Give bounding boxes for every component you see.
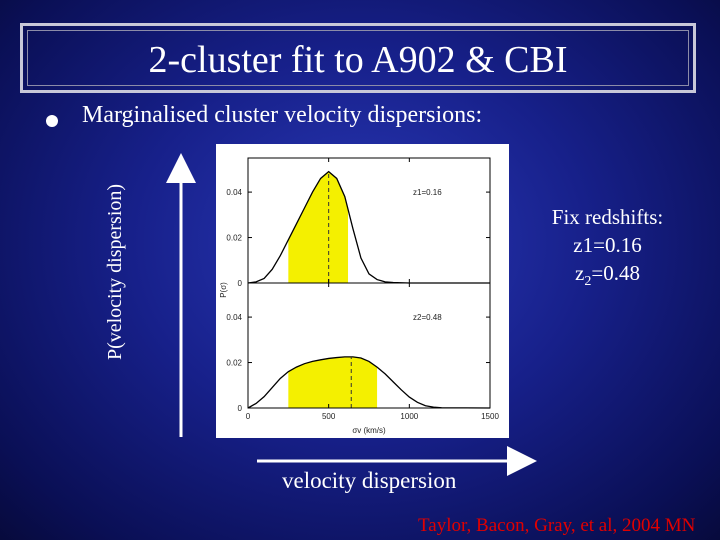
series-line-2 [247, 356, 491, 409]
slide-title: 2-cluster fit to A902 & CBI [148, 39, 568, 81]
panel-label: z2=0.48 [413, 313, 442, 322]
y-tick-label: 0.04 [226, 188, 242, 197]
x-tick-label: 0 [246, 412, 251, 421]
side-note-z: z [575, 261, 585, 285]
x-tick-label: 500 [322, 412, 336, 421]
citation: Taylor, Bacon, Gray, et al, 2004 MN [418, 515, 696, 536]
bullet-text: Marginalised cluster velocity dispersion… [82, 102, 483, 128]
inner-x-axis-label: σv (km/s) [352, 426, 386, 435]
series-line-1 [247, 170, 490, 284]
shaded-interval-1 [288, 171, 349, 283]
panel-label: z1=0.16 [413, 188, 442, 197]
title-box-inner: 2-cluster fit to A902 & CBI [27, 30, 689, 86]
y-tick-label: 0 [238, 404, 243, 413]
panel-frame-2 [247, 282, 491, 409]
x-tick-label: 1500 [481, 412, 499, 421]
x-axis-label: velocity dispersion [282, 468, 457, 493]
side-note-value: =0.48 [591, 261, 640, 285]
title-box: 2-cluster fit to A902 & CBI [20, 23, 696, 93]
side-note-sub: 2 [584, 274, 592, 290]
side-note-line3: z2=0.48 [550, 259, 665, 296]
y-tick-label: 0.04 [226, 313, 242, 322]
y-tick-label: 0.02 [226, 359, 242, 368]
inner-y-axis-label: P(σ) [219, 282, 228, 298]
side-note: Fix redshifts: z1=0.16 z2=0.48 [550, 203, 665, 296]
shaded-interval-2 [288, 356, 378, 408]
y-tick-label: 0.02 [226, 234, 242, 243]
chart-panels: 0 0.02 0.04 z1=0.16 0 0.02 0.04 0 500 1000 1500 z2=… [219, 157, 499, 435]
side-note-line1: Fix redshifts: [551, 205, 664, 229]
bullet-icon [46, 115, 58, 127]
side-note-line2: z1=0.16 [573, 233, 642, 257]
y-tick-label: 0 [238, 279, 243, 288]
x-tick-label: 1000 [400, 412, 418, 421]
